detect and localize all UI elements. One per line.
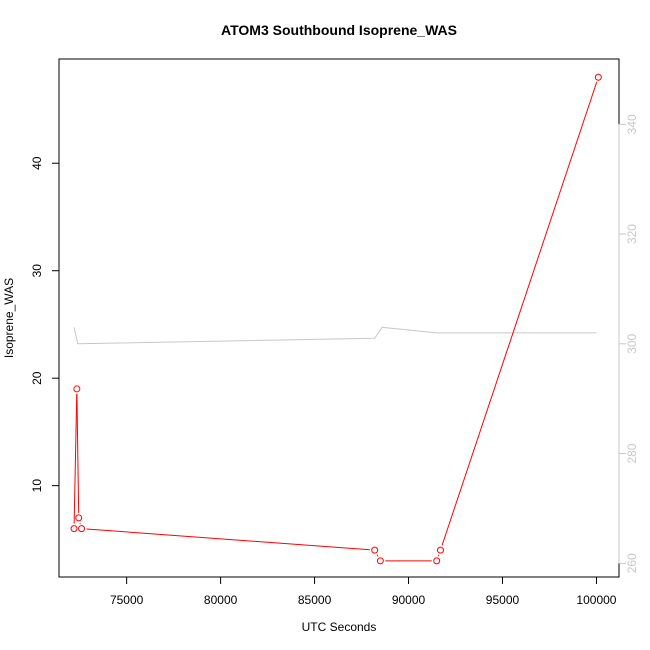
series-0-point xyxy=(75,514,83,522)
series-0-point xyxy=(70,525,78,533)
y-tick-label: 40 xyxy=(30,156,44,170)
x-tick-label: 80000 xyxy=(204,593,238,607)
x-tick-label: 75000 xyxy=(110,593,144,607)
series-0-segment xyxy=(441,81,598,546)
series-0-point xyxy=(433,557,441,565)
series-0-point xyxy=(376,557,384,565)
x-tick-label: 85000 xyxy=(298,593,332,607)
y2-tick-label: 340 xyxy=(625,114,639,134)
y-axis: 10 20 30 40 xyxy=(30,156,60,493)
y-tick-label: 10 xyxy=(30,479,44,493)
y-tick-label: 20 xyxy=(30,371,44,385)
y-axis-label: Isoprene_WAS xyxy=(2,278,16,358)
y2-tick-label: 300 xyxy=(625,333,639,353)
y2-tick-label: 280 xyxy=(625,443,639,463)
y2-tick-label: 260 xyxy=(625,553,639,573)
y-tick-label: 30 xyxy=(30,264,44,278)
x-tick-label: 95000 xyxy=(486,593,520,607)
series-0-segment xyxy=(73,393,78,524)
series-0-segment xyxy=(376,554,379,557)
series-layer xyxy=(70,73,602,565)
x-tick-label: 90000 xyxy=(392,593,426,607)
secondary-y-axis: 260 280 300 320 340 xyxy=(618,114,639,573)
series-1-line xyxy=(73,326,597,345)
series-0-point xyxy=(436,546,444,554)
x-axis-label: UTC Seconds xyxy=(302,620,377,634)
series-0-point xyxy=(78,525,86,533)
series-0-segment xyxy=(86,528,370,551)
series-0-point xyxy=(594,73,602,81)
chart-title: ATOM3 Southbound Isoprene_WAS xyxy=(221,22,457,38)
y2-tick-label: 320 xyxy=(625,224,639,244)
series-0-point xyxy=(73,385,81,393)
series-0-segment xyxy=(76,393,80,513)
x-axis: 75000 80000 85000 90000 95000 100000 xyxy=(110,576,617,607)
series-0-point xyxy=(371,546,379,554)
x-tick-label: 100000 xyxy=(576,593,616,607)
